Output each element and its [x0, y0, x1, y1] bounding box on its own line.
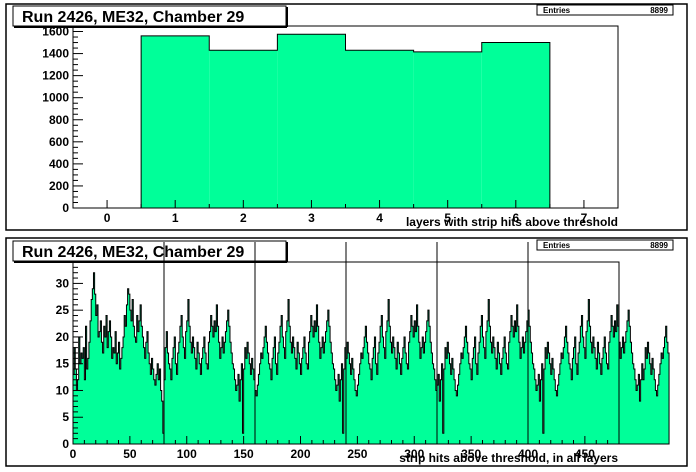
- stats-entries-value: 8899: [650, 241, 668, 250]
- y-tick-label: 15: [56, 357, 70, 371]
- y-tick-label: 25: [56, 303, 70, 317]
- stats-entries-value: 8899: [650, 6, 668, 15]
- x-tick-label: 150: [234, 447, 254, 461]
- bar-layer-4: [345, 50, 414, 209]
- x-axis-label: layers with strip hits above threshold: [406, 215, 618, 229]
- x-tick-label: 4: [376, 211, 383, 225]
- bar-layer-5: [413, 51, 482, 209]
- y-axis: 0 5 10 15 20 25 30: [56, 261, 83, 451]
- bar-outline: [140, 33, 551, 208]
- y-tick-label: 600: [49, 135, 69, 149]
- y-tick-label: 400: [49, 157, 69, 171]
- panel-strips-histogram: Run 2426, ME32, Chamber 29 Entries 8899 …: [5, 237, 688, 467]
- bar-layer-3: [277, 34, 346, 208]
- x-tick-label: 6: [512, 211, 519, 225]
- y-tick-label: 1000: [42, 91, 69, 105]
- y-tick-label: 200: [49, 179, 69, 193]
- title-box: Run 2426, ME32, Chamber 29: [12, 240, 288, 263]
- stats-entries-label: Entries: [543, 241, 571, 250]
- stats-box: Entries 8899: [536, 239, 674, 251]
- y-tick-label: 800: [49, 113, 69, 127]
- x-tick-label: 5: [444, 211, 451, 225]
- y-tick-label: 5: [62, 410, 69, 424]
- histogram-series: [72, 272, 670, 445]
- panel-title: Run 2426, ME32, Chamber 29: [22, 244, 244, 261]
- y-tick-label: 1200: [42, 69, 69, 83]
- x-tick-label: 250: [347, 447, 367, 461]
- x-axis: 0 50 100 150 200 250 300 350 400 450: [70, 436, 620, 461]
- bar-layer-2: [209, 50, 278, 209]
- x-tick-label: 400: [518, 447, 538, 461]
- x-tick-label: 200: [290, 447, 310, 461]
- histogram-outline: [72, 272, 670, 445]
- panel-title: Run 2426, ME32, Chamber 29: [22, 9, 244, 26]
- x-tick-label: 300: [404, 447, 424, 461]
- stats-entries-label: Entries: [543, 6, 571, 15]
- panel-layers-histogram: Run 2426, ME32, Chamber 29 Entries 8899 …: [5, 3, 688, 231]
- bar-series: [140, 33, 551, 209]
- x-tick-label: 3: [308, 211, 315, 225]
- x-tick-label: 450: [575, 447, 595, 461]
- x-tick-label: 0: [70, 447, 77, 461]
- histogram-fill: [73, 272, 670, 444]
- y-tick-label: 10: [56, 383, 70, 397]
- y-tick-label: 20: [56, 330, 70, 344]
- y-tick-label: 0: [62, 201, 69, 215]
- x-axis: 0 1 2 3 4 5 6 7: [72, 200, 619, 225]
- y-tick-label: 1400: [42, 47, 69, 61]
- y-tick-label: 30: [56, 276, 70, 290]
- x-axis-label: strip hits above threshold, in all layer…: [399, 451, 618, 465]
- bar-layer-6: [481, 42, 550, 208]
- x-tick-label: 350: [461, 447, 481, 461]
- x-tick-label: 1: [172, 211, 179, 225]
- title-box: Run 2426, ME32, Chamber 29: [12, 5, 288, 28]
- y-tick-label: 0: [62, 437, 69, 451]
- x-tick-label: 0: [104, 211, 111, 225]
- bar-layer-1: [141, 35, 210, 208]
- chamber-dividers: [163, 242, 529, 444]
- x-tick-label: 50: [123, 447, 137, 461]
- x-tick-label: 2: [240, 211, 247, 225]
- x-tick-label: 100: [177, 447, 197, 461]
- y-axis: 0 200 400 600 800 1000 1200 1400 1600: [42, 25, 83, 215]
- x-tick-label: 7: [581, 211, 588, 225]
- stats-box: Entries 8899: [536, 4, 674, 16]
- y-tick-label: 1600: [42, 25, 69, 39]
